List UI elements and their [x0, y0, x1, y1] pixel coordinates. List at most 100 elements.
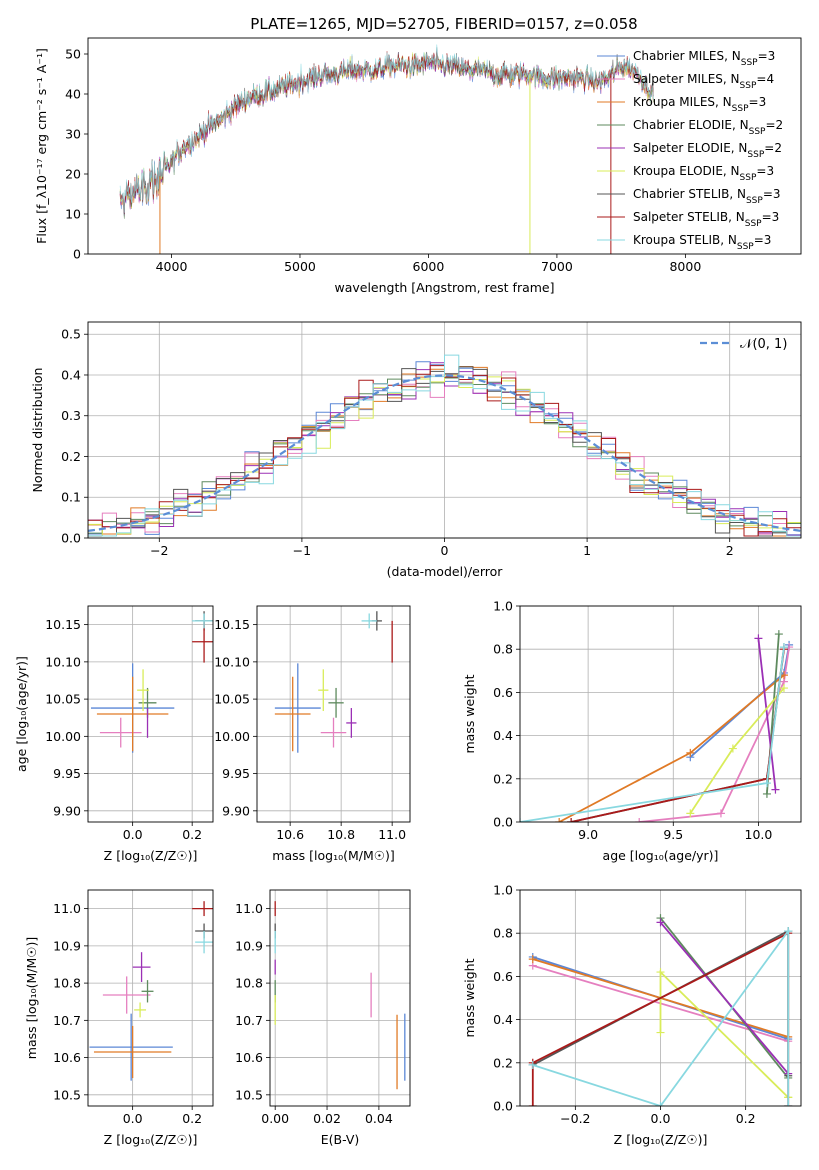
weight-line — [659, 921, 789, 1075]
axes-frame — [87, 889, 214, 1107]
x-tick-label: 2 — [726, 543, 734, 558]
x-tick-label: 10.8 — [327, 827, 355, 842]
y-tick-label: 10.9 — [235, 938, 263, 953]
plot-area — [89, 901, 213, 1081]
x-tick-label: −0.2 — [560, 1111, 590, 1126]
axes-frame — [269, 889, 411, 1107]
mass-vs-ebv-panel: 0.00 0.02 0.04 10.5 10.6 10.7 10.8 10.9 11.0 E(B-… — [235, 889, 411, 1147]
weight-marker — [528, 955, 537, 964]
plot-area — [88, 354, 801, 538]
weight-marker — [716, 809, 725, 818]
y-tick-label: 0.0 — [493, 815, 513, 830]
y-tick-label: 9.90 — [222, 803, 250, 818]
y-tick-label: 10.7 — [235, 1013, 263, 1028]
y-tick-label: 30 — [65, 127, 81, 142]
x-tick-label: 0 — [441, 543, 449, 558]
x-tick-label: 4000 — [156, 259, 188, 274]
plot-area — [274, 901, 406, 1090]
y-tick-label: 0.2 — [61, 449, 81, 464]
y-tick-label: 0.6 — [493, 969, 513, 984]
y-axis-label: Flux [f_λ10⁻¹⁷ erg cm⁻² s⁻¹ A⁻¹] — [34, 48, 49, 244]
x-axis-label: Z [log₁₀(Z/Z☉)] — [104, 1132, 198, 1147]
y-tick-label: 0.6 — [493, 685, 513, 700]
mass-weight-vs-age-panel: 9.0 9.5 10.0 0.0 0.2 0.4 0.6 0.8 1.0 age [log₁₀(a… — [462, 599, 802, 863]
y-tick-label: 10 — [65, 207, 81, 222]
y-tick-label: 0.4 — [493, 1012, 513, 1027]
x-axis-label: Z [log₁₀(Z/Z☉)] — [104, 848, 198, 863]
x-tick-label: 0.00 — [261, 1111, 289, 1126]
weight-marker — [656, 1028, 665, 1037]
y-tick-label: 10.05 — [214, 692, 250, 707]
y-tick-label: 10.10 — [214, 654, 250, 669]
legend-label: Salpeter STELIB, NSSP=3 — [633, 210, 779, 229]
weight-marker — [779, 643, 788, 652]
weight-marker — [635, 818, 644, 822]
weight-marker — [555, 818, 564, 822]
x-tick-label: 0.2 — [736, 1111, 756, 1126]
y-tick-label: 20 — [65, 167, 81, 182]
y-tick-label: 50 — [65, 47, 81, 62]
figure-title: PLATE=1265, MJD=52705, FIBERID=0157, z=0… — [250, 15, 637, 33]
weight-marker — [686, 748, 695, 757]
spectrum-panel: 4000 5000 6000 7000 8000 0 10 20 30 40 50 wavelengt… — [34, 37, 802, 295]
y-tick-label: 0.8 — [493, 926, 513, 941]
y-tick-label: 10.6 — [53, 1050, 81, 1065]
legend-label: Salpeter MILES, NSSP=4 — [633, 72, 774, 91]
y-tick-label: 10.00 — [214, 729, 250, 744]
y-tick-label: 1.0 — [493, 883, 513, 898]
y-tick-label: 40 — [65, 87, 81, 102]
age-vs-metallicity-panel: 0.0 0.2 9.90 9.95 10.00 10.05 10.10 10.15 Z [log… — [14, 605, 214, 863]
y-tick-label: 10.05 — [45, 692, 81, 707]
x-tick-label: 0.2 — [182, 1111, 202, 1126]
y-tick-label: 10.15 — [45, 617, 81, 632]
weight-marker — [567, 818, 576, 822]
plot-area — [90, 611, 213, 753]
y-axis-label: mass weight — [462, 674, 477, 753]
mass-vs-metallicity-panel: 0.0 0.2 10.5 10.6 10.7 10.8 10.9 11.0 Z [log₁₀(Z… — [24, 889, 214, 1147]
y-tick-label: 10.6 — [235, 1050, 263, 1065]
weight-marker — [779, 684, 788, 693]
y-tick-label: 9.95 — [222, 766, 250, 781]
y-tick-label: 11.0 — [53, 901, 81, 916]
y-tick-label: 0.0 — [493, 1099, 513, 1114]
axes-frame — [519, 889, 802, 1107]
x-tick-label: 0.02 — [313, 1111, 341, 1126]
weight-marker — [754, 634, 763, 643]
y-tick-label: 0.8 — [493, 642, 513, 657]
y-tick-label: 10.9 — [53, 938, 81, 953]
weight-marker — [656, 918, 665, 927]
y-tick-label: 0 — [73, 247, 81, 262]
y-tick-label: 9.90 — [53, 803, 81, 818]
legend-label: Chabrier MILES, NSSP=3 — [633, 49, 775, 68]
legend-label: Chabrier ELODIE, NSSP=2 — [633, 118, 783, 137]
x-tick-label: 8000 — [669, 259, 701, 274]
y-tick-label: 10.00 — [45, 729, 81, 744]
weight-marker — [656, 1102, 665, 1106]
weight-line — [532, 928, 790, 1106]
x-tick-label: 11.0 — [378, 827, 406, 842]
x-axis-label: E(B-V) — [321, 1132, 360, 1147]
weight-marker — [784, 1102, 793, 1106]
y-tick-label: 10.5 — [235, 1087, 263, 1102]
weight-marker — [774, 630, 783, 639]
age-vs-mass-panel: 10.6 10.8 11.0 9.90 9.95 10.00 10.05 10.10 10.15… — [214, 605, 411, 863]
plot-area — [274, 611, 393, 753]
histogram-step — [88, 354, 801, 538]
mass-weight-vs-metallicity-panel: −0.2 0.0 0.2 0.0 0.2 0.4 0.6 0.8 1.0 Z [log₁₀(Z/Z… — [462, 883, 802, 1147]
axes-frame — [87, 321, 802, 539]
weight-marker — [762, 779, 771, 788]
y-tick-label: 0.4 — [493, 728, 513, 743]
residuals-histogram-panel: −2 −1 0 1 2 0.0 0.1 0.2 0.3 0.4 0.5 (data-model)/er… — [30, 321, 802, 579]
x-tick-label: 1 — [583, 543, 591, 558]
weight-line — [570, 646, 785, 822]
legend-label: Salpeter ELODIE, NSSP=2 — [633, 141, 782, 160]
y-tick-label: 11.0 — [235, 901, 263, 916]
y-tick-label: 0.3 — [61, 408, 81, 423]
y-tick-label: 0.1 — [61, 490, 81, 505]
weight-marker — [528, 1102, 537, 1106]
x-tick-label: 7000 — [541, 259, 573, 274]
y-tick-label: 10.5 — [53, 1087, 81, 1102]
x-tick-label: 5000 — [284, 259, 316, 274]
x-axis-label: wavelength [Angstrom, rest frame] — [334, 280, 554, 295]
